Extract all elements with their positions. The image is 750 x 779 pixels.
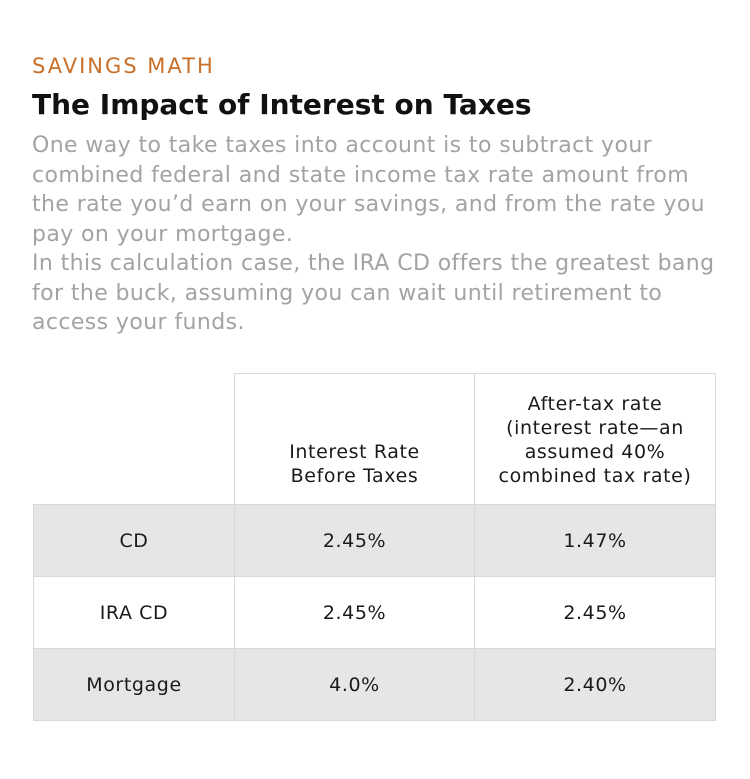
rates-table: Interest Rate Before Taxes After-tax rat…: [33, 373, 716, 721]
description: One way to take taxes into account is to…: [32, 131, 732, 338]
header-before-line-1: Interest Rate: [289, 441, 420, 463]
table-header-row: Interest Rate Before Taxes After-tax rat…: [33, 373, 716, 505]
rate-before-taxes: 2.45%: [234, 576, 475, 649]
header-after-line-2: (interest rate—an: [506, 417, 684, 439]
description-paragraph-2: In this calculation case, the IRA CD off…: [32, 251, 715, 335]
header-before-line-2: Before Taxes: [290, 465, 419, 487]
header-before-taxes: Interest Rate Before Taxes: [234, 373, 475, 505]
row-label: IRA CD: [33, 576, 235, 649]
header-after-line-1: After-tax rate: [527, 393, 663, 415]
rate-after-tax: 1.47%: [474, 504, 716, 577]
header-after-line-4: combined tax rate): [498, 465, 692, 487]
row-label: CD: [33, 504, 235, 577]
rate-after-tax: 2.45%: [474, 576, 716, 649]
description-paragraph-1: One way to take taxes into account is to…: [32, 133, 706, 247]
rate-before-taxes: 2.45%: [234, 504, 475, 577]
rate-before-taxes: 4.0%: [234, 648, 475, 721]
header-empty-cell: [33, 373, 235, 505]
page-title: The Impact of Interest on Taxes: [32, 88, 532, 121]
table-row: Mortgage 4.0% 2.40%: [33, 648, 716, 721]
table-row: IRA CD 2.45% 2.45%: [33, 576, 716, 649]
section-kicker: SAVINGS MATH: [32, 54, 215, 78]
table-row: CD 2.45% 1.47%: [33, 504, 716, 577]
header-after-line-3: assumed 40%: [524, 441, 666, 463]
rate-after-tax: 2.40%: [474, 648, 716, 721]
header-after-tax: After-tax rate (interest rate—an assumed…: [474, 373, 716, 505]
row-label: Mortgage: [33, 648, 235, 721]
